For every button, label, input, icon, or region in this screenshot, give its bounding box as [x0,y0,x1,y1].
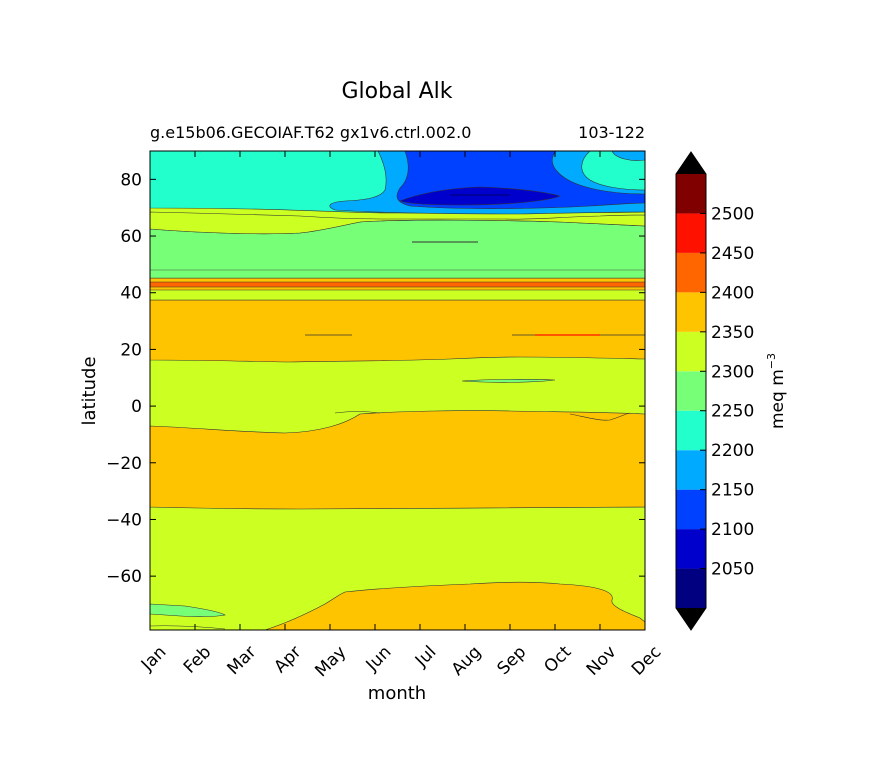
contour-band-subtropics-north-2350 [150,299,645,363]
colorbar-tick-label: 2150 [711,481,754,501]
contour-band-south-summer-2350 [264,581,645,630]
contour-band-equatorial-2250 [461,379,556,383]
y-tick-label: 40 [120,284,142,304]
y-axis-label: latitude [79,356,100,425]
chart-subtitle-left: g.e15b06.GECOIAF.T62 gx1v6.ctrl.002.0 [150,123,471,142]
x-axis-label: month [368,683,426,704]
contour-band-42n-2400 [150,281,645,288]
x-tick-label: Apr [270,642,305,677]
x-tick-label: Nov [583,642,621,680]
x-tick-label: Jun [362,642,396,676]
y-tick-label: −40 [106,510,142,530]
colorbar-frame [675,151,707,631]
colorbar-tick-label: 2500 [711,204,754,224]
colorbar-bin [676,252,706,293]
chart-title: Global Alk [341,79,452,104]
colorbar-under-arrow [676,608,706,630]
plot-frame [149,150,646,631]
y-axis: 80 60 40 20 0 −20 −40 −60 [106,170,645,587]
x-tick-label: Jul [411,642,440,671]
contour-field [150,151,645,630]
contour-line-south-edge [150,625,226,630]
y-tick-label: 60 [120,227,142,247]
colorbar-unit: meq m [768,369,788,429]
colorbar-tick-label: 2300 [711,362,754,382]
x-tick-label: Sep [494,642,531,679]
x-tick-label: Oct [540,642,575,677]
colorbar-tick-label: 2350 [711,323,754,343]
colorbar-bin [676,568,706,608]
chart-subtitle-right: 103-122 [578,123,645,142]
x-tick-label: May [311,642,350,681]
colorbar: 2500 2450 2400 2350 2300 2250 2200 2150 2100 2050 [675,151,754,631]
contour-band-sub-polar-2250 [150,269,645,279]
y-tick-label: 80 [120,170,142,190]
colorbar-unit-exponent: −3 [765,353,778,369]
colorbar-bin [676,410,706,451]
colorbar-tick-label: 2400 [711,283,754,303]
colorbar-over-arrow [676,152,706,174]
colorbar-bin [676,213,706,253]
svg-text:meq m−3: meq m−3 [765,353,788,429]
colorbar-bin [676,489,706,530]
y-tick-label: 20 [120,340,142,360]
contour-line-equator-dip [334,411,381,414]
colorbar-bin [676,371,706,411]
colorbar-label: meq m−3 [765,353,788,429]
x-tick-label: Mar [224,642,261,679]
colorbar-bin [676,529,706,569]
colorbar-bin [676,450,706,490]
y-tick-label: 0 [131,397,142,417]
x-tick-label: Aug [448,642,486,680]
colorbar-tick-label: 2450 [711,244,754,264]
contour-band-polar-2150-east [611,151,645,161]
y-tick-label: −60 [106,567,142,587]
x-tick-label: Dec [628,642,665,679]
x-tick-label: Jan [137,642,170,675]
colorbar-bin [676,331,706,372]
contour-line-equator-east [569,412,631,421]
x-tick-label: Feb [180,642,215,677]
colorbar-bin [676,292,706,332]
colorbar-tick-label: 2200 [711,441,754,461]
contour-band-65n-2300 [150,211,645,235]
contour-band-subtropics-south-2350 [150,410,645,510]
contour-band-south-low-2250 [150,603,226,617]
y-tick-label: −20 [106,454,142,474]
colorbar-tick-label: 2100 [711,520,754,540]
colorbar-bin [676,174,706,214]
colorbar-tick-label: 2050 [711,560,754,580]
contour-band-polar-2050 [399,186,561,206]
colorbar-tick-label: 2250 [711,402,754,422]
